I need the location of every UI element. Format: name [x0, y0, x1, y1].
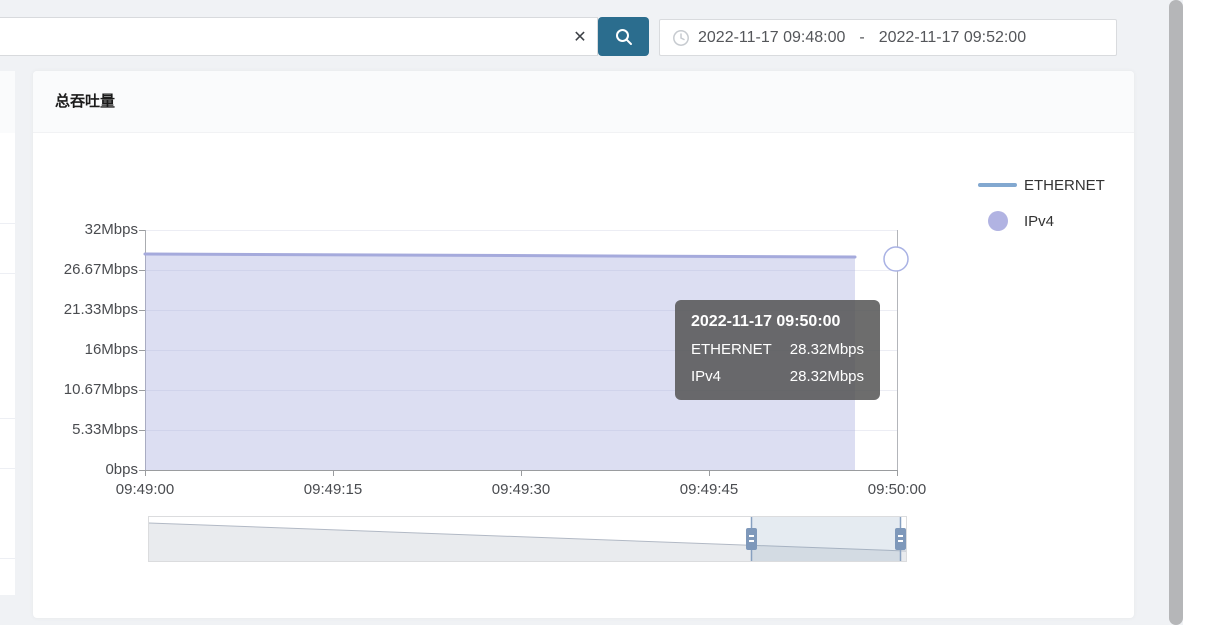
x-axis-label: 09:49:00 [115, 481, 175, 498]
adjacent-panel-edge [0, 71, 15, 595]
x-axis-ticks [145, 471, 898, 476]
right-gutter [1183, 0, 1208, 625]
scrollbar-thumb[interactable] [1169, 0, 1183, 625]
datazoom-right-handle[interactable] [895, 528, 906, 550]
legend-label: ETHERNET [1024, 176, 1105, 194]
x-axis-label: 09:49:30 [491, 481, 551, 498]
throughput-panel: 总吞吐量 ETHERNET IPv4 32Mbps 26.67Mbps 21.3… [33, 71, 1134, 618]
legend-item-ipv4[interactable]: IPv4 [978, 210, 1105, 232]
y-axis-label: 21.33Mbps [63, 301, 138, 318]
date-range-end: 2022-11-17 09:52:00 [878, 28, 1027, 46]
legend-label: IPv4 [1024, 212, 1055, 230]
line-marker-icon [978, 183, 1017, 187]
y-axis-label: 32Mbps [84, 221, 138, 238]
date-range-start: 2022-11-17 09:48:00 [698, 28, 846, 46]
series-line [143, 252, 857, 259]
search-button[interactable] [598, 17, 649, 56]
x-axis-label: 09:50:00 [867, 481, 927, 498]
search-icon [615, 28, 632, 45]
search-box: ✕ [0, 17, 598, 56]
panel-title: 总吞吐量 [55, 93, 116, 110]
date-range-separator: - [859, 28, 865, 46]
y-axis-ticks [139, 230, 145, 471]
date-range-picker[interactable]: 2022-11-17 09:48:00 - 2022-11-17 09:52:0… [659, 19, 1117, 56]
circle-marker-icon [978, 211, 1017, 231]
area-fill [145, 254, 855, 470]
x-axis-label: 09:49:45 [679, 481, 739, 498]
y-axis-label: 26.67Mbps [63, 261, 138, 278]
y-axis-label: 0bps [105, 461, 138, 478]
clock-icon [673, 29, 689, 46]
y-axis-label: 16Mbps [84, 341, 138, 358]
legend: ETHERNET IPv4 [978, 174, 1105, 246]
adjacent-panel-header [0, 71, 15, 133]
hover-point-marker [883, 246, 909, 272]
datazoom-slider[interactable] [148, 516, 907, 562]
datazoom-overview [148, 517, 907, 561]
clear-icon[interactable]: ✕ [573, 28, 587, 46]
datazoom-window[interactable] [751, 517, 901, 561]
legend-item-ethernet[interactable]: ETHERNET [978, 174, 1105, 196]
y-axis-label: 10.67Mbps [63, 381, 138, 398]
panel-header: 总吞吐量 [33, 71, 1134, 133]
throughput-chart[interactable] [137, 230, 909, 482]
datazoom-left-handle[interactable] [746, 528, 757, 550]
search-input[interactable] [0, 18, 563, 55]
x-axis-label: 09:49:15 [303, 481, 363, 498]
y-axis-label: 5.33Mbps [72, 421, 138, 438]
